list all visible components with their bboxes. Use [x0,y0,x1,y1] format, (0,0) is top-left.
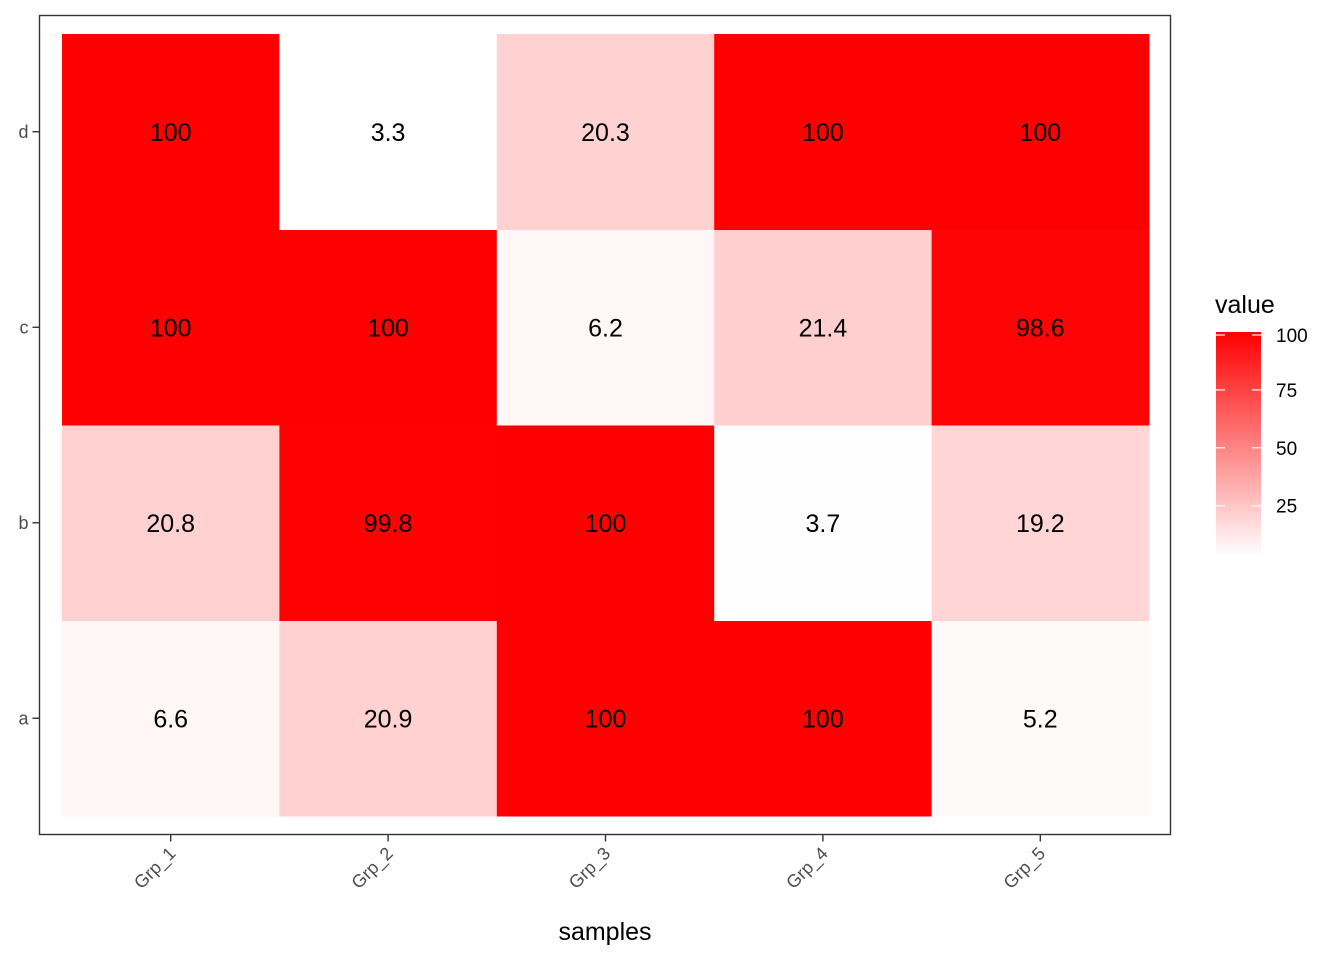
heatmap-cell-a-Grp_2 [279,620,498,817]
cell-value-label: 19.2 [1016,510,1065,538]
cell-value-label: 21.4 [799,314,848,342]
heatmap-cell-labels: 6.6 20.9 100 100 5.2 20.8 99.8 100 3.7 19.2 100 100… [146,119,1064,734]
cell-value-label: 100 [1019,119,1061,147]
heatmap-cell-a-Grp_3 [496,620,715,817]
heatmap-cells [62,34,1150,817]
cell-value-label: 100 [802,119,844,147]
heatmap-cell-b-Grp_1 [62,425,280,621]
cell-value-label: 3.7 [806,510,841,538]
cell-value-label: 100 [802,705,844,733]
x-tick-label: Grp_4 [782,843,832,893]
y-tick-label: b [18,513,28,533]
cell-value-label: 100 [367,314,409,342]
heatmap-cell-c-Grp_5 [931,229,1150,426]
x-axis-title: samples [558,918,651,946]
x-tick-label: Grp_3 [565,843,615,893]
heatmap-cell-c-Grp_2 [279,229,498,426]
x-axis: Grp_1 Grp_2 Grp_3 Grp_4 Grp_5 [130,834,1050,893]
heatmap-cell-d-Grp_2 [279,34,498,230]
heatmap-cell-b-Grp_5 [931,425,1150,621]
cell-value-label: 6.6 [153,705,188,733]
y-tick-label: c [20,317,29,337]
cell-value-label: 3.3 [371,119,406,147]
cell-value-label: 20.9 [364,705,413,733]
legend-tick-label: 25 [1276,497,1297,518]
heatmap-cell-d-Grp_3 [496,34,715,230]
heatmap-cell-a-Grp_1 [62,620,280,817]
x-tick-label: Grp_2 [347,843,397,893]
legend-title: value [1215,291,1275,319]
heatmap-cell-b-Grp_3 [496,425,715,621]
cell-value-label: 98.6 [1016,314,1065,342]
heatmap-cell-c-Grp_4 [714,229,933,426]
cell-value-label: 6.2 [588,314,623,342]
heatmap-cell-b-Grp_4 [714,425,933,621]
cell-value-label: 100 [585,705,627,733]
y-tick-label: d [18,122,28,142]
cell-value-label: 20.8 [146,510,195,538]
heatmap-cell-d-Grp_1 [62,34,280,230]
y-axis: a b c d [18,122,40,728]
heatmap-cell-c-Grp_1 [62,229,280,426]
legend-tick-label: 100 [1276,326,1308,347]
cell-value-label: 5.2 [1023,705,1058,733]
x-tick-label: Grp_1 [130,843,180,893]
heatmap-cell-a-Grp_5 [931,620,1150,817]
cell-value-label: 100 [150,314,192,342]
heatmap-cell-b-Grp_2 [279,425,498,621]
heatmap-cell-c-Grp_3 [496,229,715,426]
x-tick-label: Grp_5 [1000,843,1050,893]
cell-value-label: 99.8 [364,510,413,538]
heatmap-cell-d-Grp_5 [931,34,1150,230]
heatmap-cell-d-Grp_4 [714,34,933,230]
legend: value 25 50 75 100 [1215,291,1308,556]
legend-ticks: 25 50 75 100 [1216,326,1308,518]
heatmap-cell-a-Grp_4 [714,620,933,817]
legend-tick-label: 75 [1276,381,1297,402]
cell-value-label: 100 [585,510,627,538]
legend-tick-label: 50 [1276,439,1297,460]
y-tick-label: a [18,708,29,728]
cell-value-label: 100 [150,119,192,147]
cell-value-label: 20.3 [581,119,630,147]
legend-colorbar [1216,332,1261,556]
